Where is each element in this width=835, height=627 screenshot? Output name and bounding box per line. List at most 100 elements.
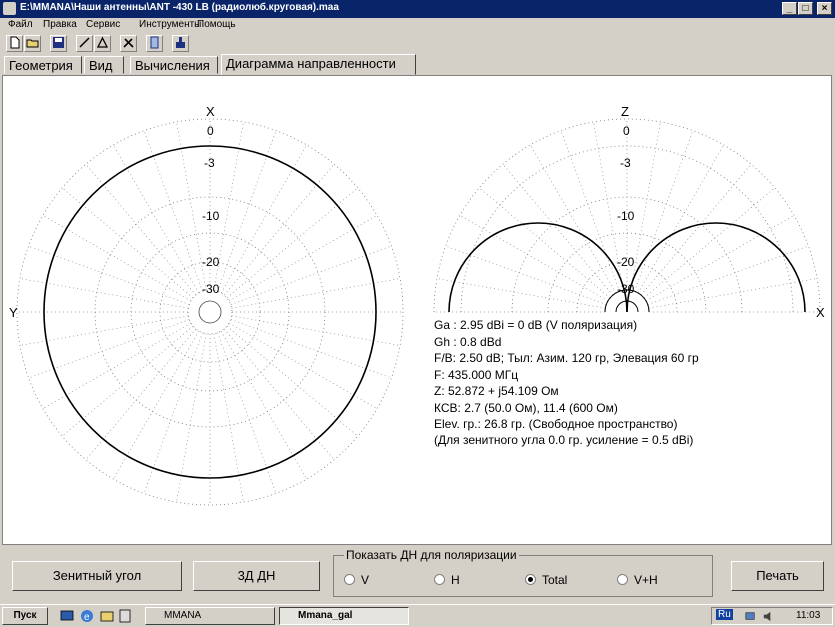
new-file-icon[interactable] (6, 35, 23, 52)
triangle-icon[interactable] (94, 35, 111, 52)
azimuth-axis-y: Y (9, 305, 18, 320)
volume-icon[interactable] (762, 610, 775, 623)
tab-pattern[interactable]: Диаграмма направленности (221, 54, 416, 75)
grid-radial (637, 144, 724, 294)
grid-radial (630, 121, 661, 291)
start-label: Пуск (13, 610, 37, 621)
radio-v-plus-h-dot[interactable] (617, 574, 628, 585)
tab-calculations[interactable]: Вычисления (130, 56, 218, 74)
elevation-scale-10: -10 (617, 209, 635, 223)
open-folder-icon[interactable] (24, 35, 41, 52)
grid-radial (213, 121, 244, 291)
grid-radial (436, 278, 606, 309)
task-mmana-gal[interactable]: Mmana_gal (279, 607, 409, 625)
radio-v-plus-h[interactable]: V+H (617, 573, 658, 587)
window-title: E:\MMANA\Наши антенны\ANT -430 LB (радио… (20, 2, 339, 13)
grid-radial (634, 130, 694, 292)
info-elevation: Elev. гр.: 26.8 гр. (Свободное пространс… (434, 417, 677, 431)
grid-radial (42, 215, 192, 302)
task-mmana-label: MMANA (164, 610, 202, 621)
grid-radial (61, 187, 194, 299)
grid-radial (85, 163, 197, 296)
grid-radial (19, 315, 189, 346)
tab-view[interactable]: Вид (84, 56, 124, 74)
menu-file[interactable]: Файл (8, 19, 33, 30)
toolbar (0, 34, 835, 54)
grid-radial (143, 332, 203, 494)
menu-help[interactable]: Помощь (197, 19, 236, 30)
app-icon (3, 2, 16, 15)
network-icon[interactable] (744, 610, 757, 623)
grid-radial (231, 278, 401, 309)
grid-radial (593, 121, 624, 291)
3d-pattern-button[interactable]: 3Д ДН (193, 561, 320, 591)
radio-v[interactable]: V (344, 573, 369, 587)
grid-radial (176, 333, 207, 503)
menu-service[interactable]: Сервис (86, 19, 121, 30)
grid-radial (230, 245, 392, 305)
polarization-group-title: Показать ДН для поляризации (344, 548, 519, 562)
info-impedance: Z: 52.872 + j54.109 Ом (434, 384, 559, 398)
polarization-group: Показать ДН для поляризации V H Total V+… (333, 548, 713, 597)
radio-total[interactable]: Total (525, 573, 567, 587)
print-button[interactable]: Печать (731, 561, 824, 591)
language-indicator[interactable]: Ru (716, 609, 733, 620)
quick-launch-icon[interactable] (118, 609, 132, 623)
radio-total-dot[interactable] (525, 574, 536, 585)
close-button[interactable]: × (817, 2, 832, 15)
elevation-pattern-right-lobe (626, 222, 806, 313)
info-gain-ga: Ga : 2.95 dBi = 0 dB (V поляризация) (434, 318, 637, 332)
radio-v-dot[interactable] (344, 574, 355, 585)
explorer-icon[interactable] (100, 609, 114, 623)
svg-text:e: e (84, 612, 90, 623)
grid-radial (143, 130, 203, 292)
azimuth-scale-3: -3 (204, 156, 215, 170)
browser-icon[interactable]: e (80, 609, 94, 623)
info-zenith-gain: (Для зенитного угла 0.0 гр. усиление = 0… (434, 433, 693, 447)
zenith-angle-button[interactable]: Зенитный угол (12, 561, 182, 591)
tab-geometry[interactable]: Геометрия (4, 56, 82, 74)
grid-radial (113, 330, 200, 480)
menu-edit[interactable]: Правка (43, 19, 77, 30)
grid-radial (459, 215, 609, 302)
azimuth-scale-30: -30 (202, 282, 220, 296)
grid-radial (217, 332, 277, 494)
azimuth-grid (16, 118, 404, 506)
grid-radial (42, 322, 192, 409)
task-mmana-gal-label: Mmana_gal (298, 610, 353, 621)
grid-radial (647, 245, 809, 305)
save-icon[interactable] (50, 35, 67, 52)
radio-h[interactable]: H (434, 573, 460, 587)
elevation-scale-30: -30 (617, 282, 635, 296)
document-icon[interactable] (146, 35, 163, 52)
grid-radial (85, 328, 197, 461)
system-tray: Ru 11:03 (711, 607, 833, 625)
start-button[interactable]: Пуск (2, 607, 48, 625)
grid-radial (502, 163, 614, 296)
radio-h-label: H (451, 573, 460, 587)
task-mmana[interactable]: MMANA (145, 607, 275, 625)
show-desktop-icon[interactable] (60, 609, 74, 623)
grid-radial (176, 121, 207, 291)
grid-radial (19, 278, 189, 309)
draw-line-icon[interactable] (76, 35, 93, 52)
menu-tools[interactable]: Инструменты (139, 19, 202, 30)
menu-bar: Файл Правка Сервис Инструменты Помощь (0, 18, 835, 34)
run-icon[interactable] (172, 35, 189, 52)
grid-radial (530, 144, 617, 294)
azimuth-pattern-curve (43, 145, 377, 479)
tab-strip: Геометрия Вид Вычисления Диаграмма напра… (0, 54, 835, 76)
azimuth-axis-x: X (206, 104, 215, 119)
elevation-inner-ring (604, 289, 650, 313)
info-front-back: F/B: 2.50 dB; Тыл: Азим. 120 гр, Элеваци… (434, 351, 699, 365)
grid-radial (113, 144, 200, 294)
tools-icon[interactable] (120, 35, 137, 52)
maximize-button[interactable]: □ (798, 2, 813, 15)
elevation-radials (434, 119, 820, 313)
grid-radial (28, 245, 190, 305)
radio-v-label: V (361, 573, 370, 587)
elevation-scale-20: -20 (617, 255, 635, 269)
azimuth-scale-20: -20 (202, 255, 220, 269)
radio-h-dot[interactable] (434, 574, 445, 585)
minimize-button[interactable]: _ (782, 2, 797, 15)
